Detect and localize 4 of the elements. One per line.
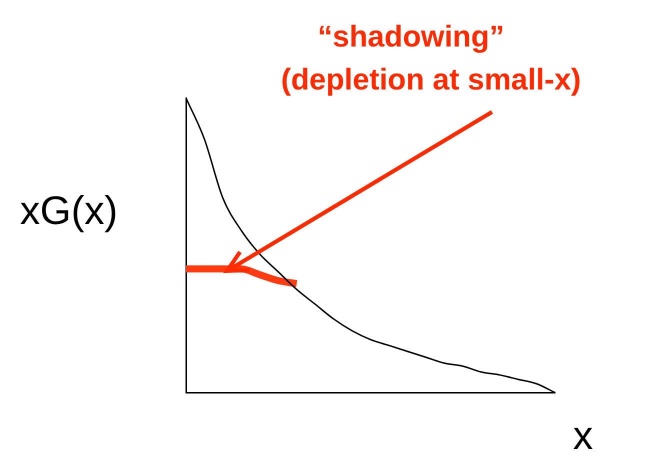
x-axis-title: x [573,414,593,458]
text: (depletion at small-x) [280,63,582,96]
text: “shadowing” [318,20,504,54]
y-axis-title: xG(x) [20,189,118,234]
